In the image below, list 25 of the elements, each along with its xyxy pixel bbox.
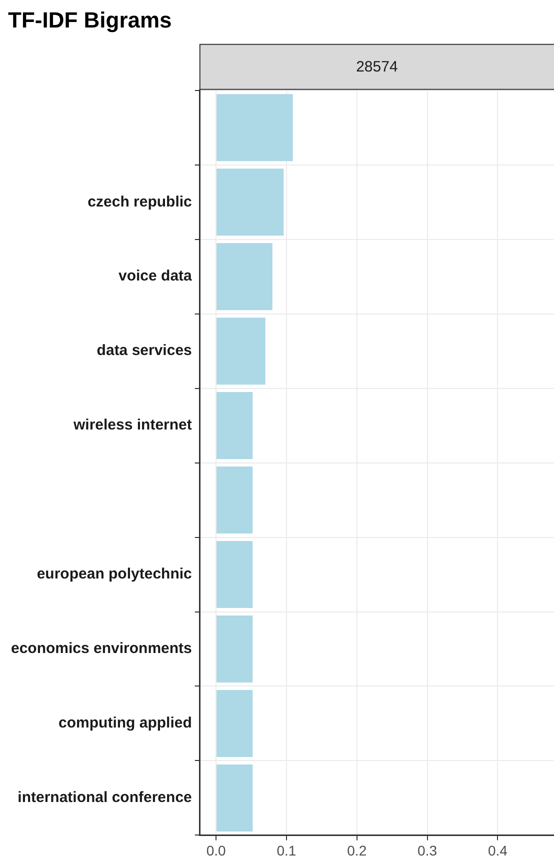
y-tick-label: economics environments: [10, 640, 192, 658]
bar: [216, 168, 284, 236]
bar: [216, 392, 253, 460]
bar: [216, 243, 272, 310]
y-tick-label: computing applied: [58, 714, 192, 732]
y-tick-label: czech republic: [88, 193, 192, 210]
y-tick-label: european polytechnic: [36, 566, 192, 583]
chart-title: TF-IDF Bigrams: [8, 7, 172, 32]
y-tick-label: data services: [96, 342, 192, 360]
y-tick-label: wireless internet: [72, 416, 192, 434]
x-tick-label: 0.4: [488, 842, 508, 858]
bar: [216, 615, 253, 683]
chart-subtitle: 28574: [356, 58, 398, 76]
x-tick-label: 0.0: [206, 842, 226, 858]
bar: [216, 764, 253, 832]
x-tick-label: 0.2: [347, 842, 367, 858]
x-tick-label: 0.1: [276, 842, 296, 858]
y-tick-label: voice data: [118, 268, 193, 285]
bar: [216, 541, 253, 608]
y-tick-label: international conference: [18, 789, 192, 806]
bar: [216, 94, 293, 162]
bar: [216, 318, 266, 385]
bar: [216, 466, 253, 534]
bar: [216, 690, 253, 757]
x-tick-label: 0.3: [418, 842, 438, 858]
